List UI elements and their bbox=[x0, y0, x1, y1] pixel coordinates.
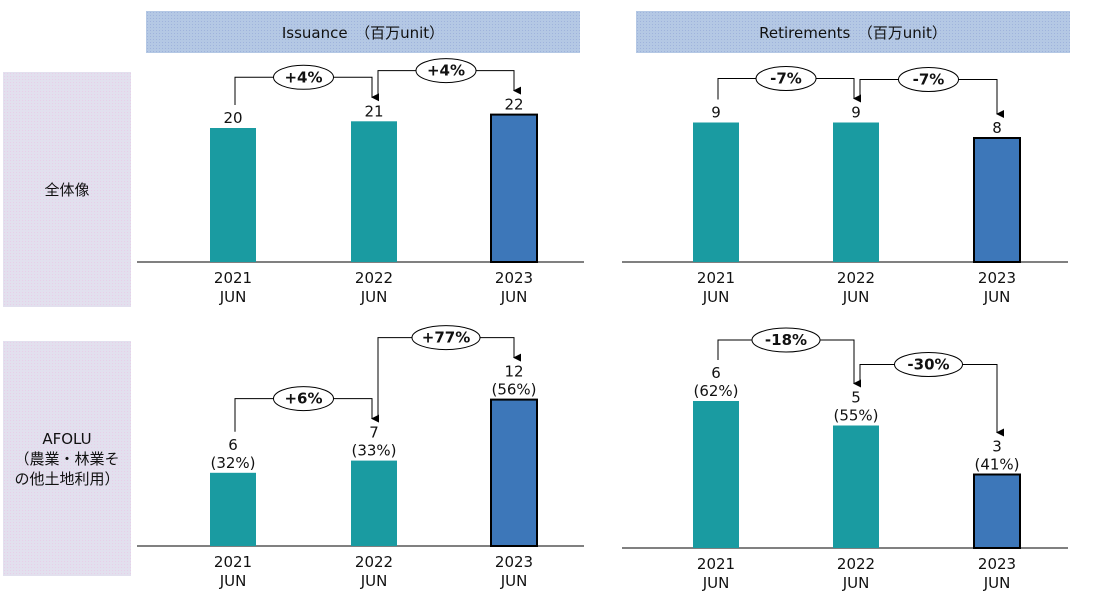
change-bubble bbox=[273, 386, 334, 412]
bar bbox=[833, 122, 879, 262]
x-tick-label: 2022 bbox=[837, 269, 875, 287]
bar bbox=[833, 425, 879, 548]
row-label-afolu: AFOLU （農業・林業そ の他土地利用） bbox=[3, 341, 131, 576]
x-tick-label: JUN bbox=[360, 288, 388, 306]
bar bbox=[693, 401, 739, 548]
value-label: 6 bbox=[711, 364, 721, 382]
bar bbox=[973, 137, 1021, 263]
x-tick-label: 2021 bbox=[214, 553, 252, 571]
share-label: (56%) bbox=[491, 381, 536, 399]
change-bubble bbox=[415, 58, 477, 84]
value-label: 6 bbox=[228, 436, 238, 454]
x-tick-label: 2021 bbox=[697, 269, 735, 287]
x-tick-label: JUN bbox=[500, 572, 528, 590]
change-bubble bbox=[894, 352, 963, 377]
change-label: -18% bbox=[765, 331, 807, 349]
value-label: 22 bbox=[504, 96, 523, 114]
value-label: 9 bbox=[851, 104, 861, 122]
bar bbox=[351, 121, 397, 262]
share-label: (41%) bbox=[974, 456, 1019, 474]
x-tick-label: 2023 bbox=[978, 269, 1016, 287]
bar bbox=[490, 398, 538, 547]
x-tick-label: 2022 bbox=[837, 555, 875, 573]
change-label: -7% bbox=[770, 70, 802, 88]
x-tick-label: 2021 bbox=[214, 269, 252, 287]
x-tick-label: 2023 bbox=[495, 269, 533, 287]
change-bubble bbox=[898, 67, 959, 92]
x-tick-label: JUN bbox=[702, 288, 730, 306]
bar bbox=[351, 460, 397, 546]
value-label: 5 bbox=[851, 389, 861, 407]
x-tick-label: JUN bbox=[842, 574, 870, 592]
change-label: +6% bbox=[284, 390, 322, 408]
retirements-header: Retirements （百万unit） bbox=[636, 11, 1070, 53]
x-tick-label: 2022 bbox=[355, 553, 393, 571]
x-tick-label: 2021 bbox=[697, 555, 735, 573]
x-tick-label: JUN bbox=[500, 288, 528, 306]
value-label: 9 bbox=[711, 104, 721, 122]
x-tick-label: 2023 bbox=[495, 553, 533, 571]
change-label: +77% bbox=[422, 329, 470, 347]
bar bbox=[210, 128, 256, 262]
bar bbox=[973, 473, 1021, 549]
x-tick-label: JUN bbox=[702, 574, 730, 592]
change-bubble bbox=[751, 327, 821, 353]
x-tick-label: JUN bbox=[842, 288, 870, 306]
x-tick-label: JUN bbox=[360, 572, 388, 590]
change-label: +4% bbox=[427, 62, 465, 80]
value-label: 20 bbox=[223, 109, 242, 127]
value-label: 7 bbox=[369, 424, 379, 442]
change-bubble bbox=[273, 64, 334, 90]
x-tick-label: JUN bbox=[983, 288, 1011, 306]
share-label: (33%) bbox=[351, 442, 396, 460]
change-label: -7% bbox=[913, 71, 945, 89]
issuance-header: Issuance （百万unit） bbox=[146, 11, 580, 53]
bar bbox=[693, 122, 739, 262]
x-tick-label: JUN bbox=[219, 572, 247, 590]
share-label: (62%) bbox=[693, 382, 738, 400]
x-tick-label: JUN bbox=[219, 288, 247, 306]
change-label: -30% bbox=[907, 356, 949, 374]
change-bubble bbox=[755, 66, 817, 91]
bar bbox=[210, 472, 256, 546]
share-label: (55%) bbox=[833, 407, 878, 425]
change-label: +4% bbox=[284, 68, 322, 86]
change-bubble bbox=[411, 325, 481, 351]
row-label-total: 全体像 bbox=[3, 72, 131, 307]
x-tick-label: 2022 bbox=[355, 269, 393, 287]
share-label: (32%) bbox=[210, 454, 255, 472]
value-label: 21 bbox=[364, 102, 383, 120]
x-tick-label: JUN bbox=[983, 574, 1011, 592]
value-label: 12 bbox=[504, 363, 523, 381]
bar bbox=[490, 113, 538, 263]
x-tick-label: 2023 bbox=[978, 555, 1016, 573]
value-label: 3 bbox=[992, 438, 1002, 456]
value-label: 8 bbox=[992, 119, 1002, 137]
